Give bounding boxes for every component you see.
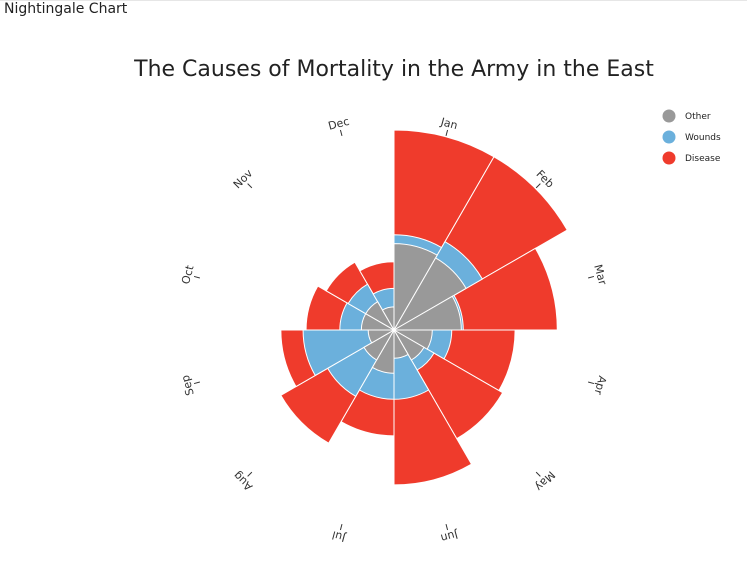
month-tick — [247, 183, 253, 189]
month-label-text: Jun — [439, 527, 460, 544]
month-label-text: Dec — [327, 115, 351, 133]
wedge-other-nov — [365, 301, 396, 332]
month-tick — [445, 524, 449, 531]
wedge-other-apr — [392, 329, 433, 350]
month-label-nov: Nov — [231, 167, 256, 192]
month-label-text: Apr — [591, 374, 609, 396]
wedge-other-jan — [393, 243, 438, 332]
month-tick — [339, 129, 343, 136]
wedge-other-feb — [392, 257, 467, 332]
legend-label-wounds: Wounds — [685, 133, 721, 143]
month-label-mar: Mar — [588, 263, 609, 287]
month-label-may: May — [532, 468, 558, 494]
legend-swatch-wounds — [662, 130, 676, 144]
month-label-text: Jul — [331, 528, 348, 544]
month-label-text: Jan — [438, 115, 459, 132]
month-tick — [193, 275, 200, 279]
wedge-other-mar — [392, 295, 462, 331]
month-tick — [535, 471, 541, 477]
month-label-sep: Sep — [179, 374, 200, 397]
legend-label-disease: Disease — [685, 154, 721, 164]
month-tick — [445, 129, 449, 136]
wedge-group — [280, 129, 568, 486]
app-title: Nightingale Chart — [4, 1, 128, 17]
month-tick — [588, 275, 595, 279]
legend-swatch-other — [662, 109, 676, 123]
month-label-oct: Oct — [179, 263, 200, 286]
month-label-jul: Jul — [331, 524, 348, 544]
month-tick — [588, 381, 595, 385]
legend-label-other: Other — [685, 112, 711, 122]
month-label-text: Sep — [179, 374, 197, 397]
month-label-aug: Aug — [231, 469, 255, 493]
month-label-text: May — [532, 468, 558, 494]
wedge-other-jul — [371, 328, 395, 374]
legend: Other Wounds Disease — [662, 109, 721, 165]
legend-swatch-disease — [662, 151, 676, 165]
month-label-text: Oct — [179, 263, 197, 285]
month-tick — [339, 524, 343, 531]
wedge-other-may — [392, 328, 425, 361]
month-tick — [247, 471, 253, 477]
month-tick — [193, 381, 200, 385]
month-label-text: Mar — [591, 263, 609, 287]
month-label-jun: Jun — [439, 524, 460, 545]
month-label-jan: Jan — [438, 115, 459, 136]
wedge-other-dec — [381, 306, 395, 332]
month-label-dec: Dec — [327, 115, 351, 136]
wedge-other-aug — [363, 328, 396, 361]
chart-title: The Causes of Mortality in the Army in t… — [133, 57, 654, 82]
month-tick — [535, 183, 541, 189]
top-border — [0, 0, 747, 1]
month-label-apr: Apr — [588, 374, 609, 397]
